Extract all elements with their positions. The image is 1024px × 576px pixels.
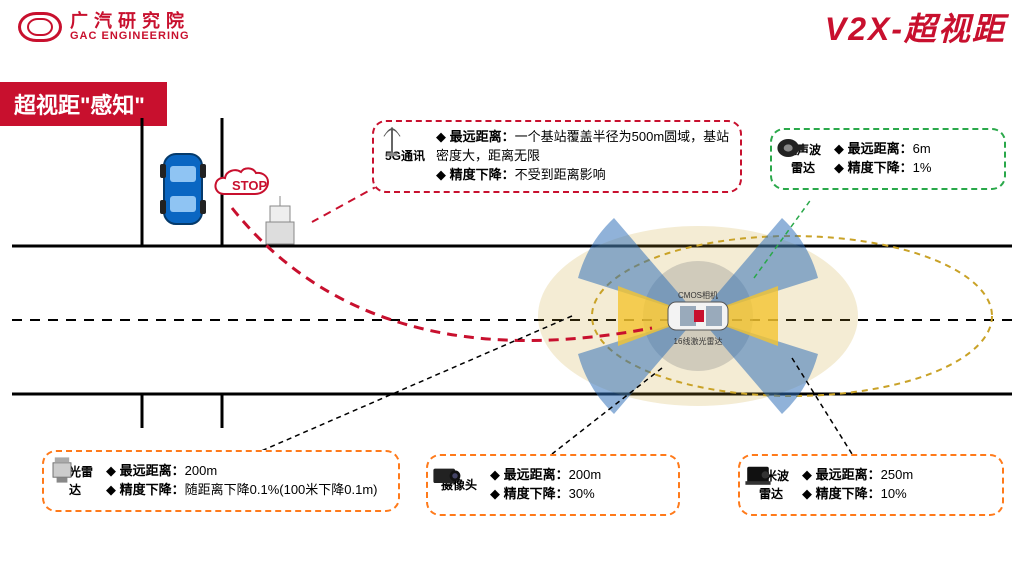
- box-ultra-list: 最远距离：6m 精度下降：1%: [834, 140, 931, 178]
- box-lidar-list: 最远距离：200m 精度下降：随距离下降0.1%(100米下降0.1m): [106, 462, 378, 500]
- blue-car-icon: [160, 154, 206, 224]
- header: 广汽研究院 GAC ENGINEERING V2X-超视距: [0, 6, 1024, 48]
- center-label-2: 16线激光雷达: [674, 336, 723, 346]
- box-camera-list: 最远距离：200m 精度下降：30%: [490, 466, 601, 504]
- box-5g: 5G通讯 最远距离：一个基站覆盖半径为500m圆域，基站密度大，距离无限 精度下…: [372, 120, 742, 193]
- v2x-diagram: CMOS相机 16线激光雷达 STOP: [12, 118, 1012, 564]
- logo: 广汽研究院 GAC ENGINEERING: [18, 12, 190, 42]
- mmwave-icon: 毫米波雷达: [748, 462, 794, 508]
- logo-mark-icon: [18, 12, 62, 42]
- ego-car-icon: [668, 302, 728, 330]
- box-ultrasonic: 超声波雷达 最远距离：6m 精度下降：1%: [770, 128, 1006, 190]
- logo-en: GAC ENGINEERING: [70, 31, 190, 43]
- logo-cn: 广汽研究院: [70, 12, 190, 31]
- box-mmwave: 毫米波雷达 最远距离：250m 精度下降：10%: [738, 454, 1004, 516]
- stop-cloud: STOP: [212, 164, 284, 212]
- stop-text: STOP: [232, 178, 267, 193]
- center-label-1: CMOS相机: [678, 290, 718, 300]
- lidar-icon: 激光雷达: [52, 458, 98, 504]
- page-title: V2X-超视距: [825, 4, 1006, 50]
- camera-icon: 摄像头: [436, 462, 482, 508]
- box-5g-list: 最远距离：一个基站覆盖半径为500m圆域，基站密度大，距离无限 精度下降：不受到…: [436, 128, 730, 185]
- box-camera: 摄像头 最远距离：200m 精度下降：30%: [426, 454, 680, 516]
- box-lidar: 激光雷达 最远距离：200m 精度下降：随距离下降0.1%(100米下降0.1m…: [42, 450, 400, 512]
- lead-lidar: [222, 316, 572, 468]
- box-mmwave-list: 最远距离：250m 精度下降：10%: [802, 466, 913, 504]
- ultrasonic-icon: 超声波雷达: [780, 136, 826, 182]
- antenna-icon: 5G通讯: [382, 133, 428, 179]
